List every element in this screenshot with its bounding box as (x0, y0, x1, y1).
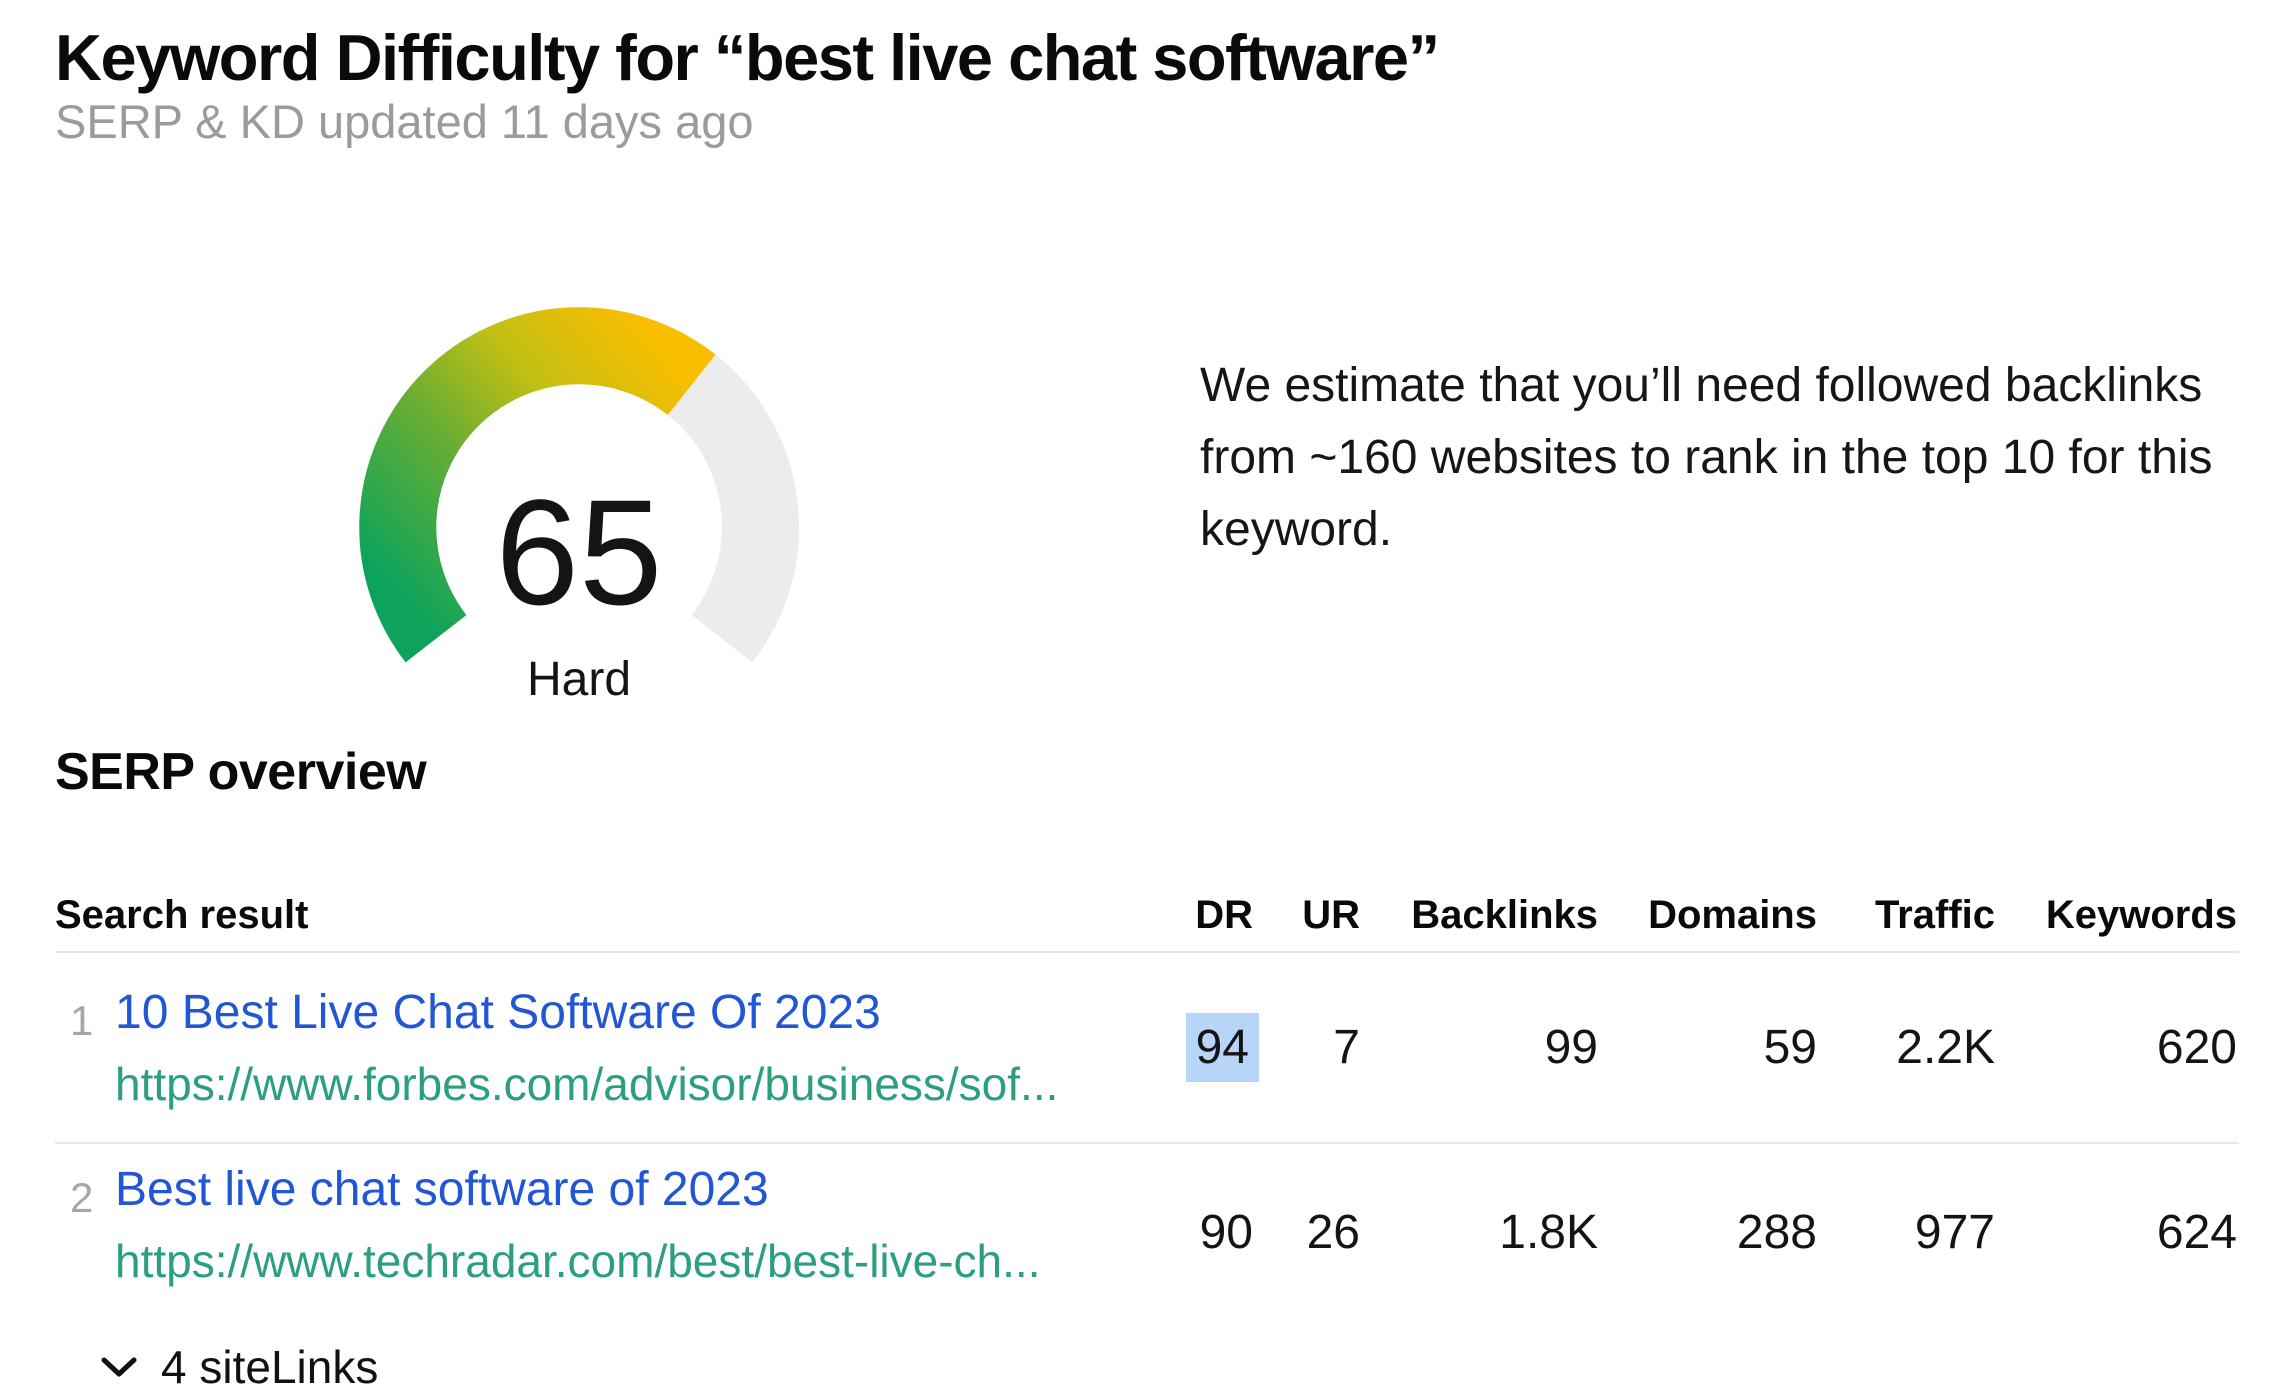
dr-value: 94 (1185, 1013, 1259, 1082)
keywords-value: 624 (2156, 1206, 2237, 1259)
col-header-ur: UR (1302, 893, 1360, 937)
sitelinks-label: 4 siteLinks (161, 1341, 379, 1393)
page-title: Keyword Difficulty for “best live chat s… (55, 21, 1440, 94)
sitelinks-toggle[interactable]: 4 siteLinks (97, 1338, 378, 1396)
backlinks-value: 1.8K (1499, 1206, 1598, 1259)
result-rank: 1 (70, 997, 94, 1044)
dr-value-highlight: 94 (1185, 1013, 1259, 1082)
update-status: SERP & KD updated 11 days ago (55, 95, 754, 148)
col-header-domains: Domains (1648, 893, 1817, 937)
result-url-link[interactable]: https://www.forbes.com/advisor/business/… (115, 1058, 1059, 1110)
ur-value: 26 (1306, 1206, 1360, 1259)
traffic-value: 977 (1914, 1206, 1995, 1259)
backlinks-estimate-text: We estimate that you’ll need followed ba… (1200, 359, 2213, 556)
result-rank: 2 (70, 1174, 94, 1221)
domains-value: 59 (1763, 1021, 1817, 1074)
col-header-traffic: Traffic (1874, 893, 1995, 937)
col-header-dr: DR (1195, 893, 1253, 937)
backlinks-value: 99 (1544, 1021, 1598, 1074)
domains-value: 288 (1736, 1206, 1817, 1259)
col-header-keywords: Keywords (2045, 893, 2237, 937)
result-title-link[interactable]: Best live chat software of 2023 (115, 1163, 769, 1216)
result-title-link[interactable]: 10 Best Live Chat Software Of 2023 (115, 986, 881, 1039)
serp-overview-heading: SERP overview (55, 743, 427, 801)
traffic-value: 2.2K (1896, 1021, 1995, 1074)
chevron-down-icon (101, 1357, 137, 1377)
divider (55, 1142, 2239, 1144)
col-header-backlinks: Backlinks (1411, 893, 1598, 937)
kd-difficulty-label: Hard (526, 653, 632, 706)
result-url-link[interactable]: https://www.techradar.com/best/best-live… (115, 1235, 1041, 1287)
kd-gauge-arc (359, 307, 799, 663)
kd-gauge: 65 Hard (359, 300, 799, 706)
dr-value: 90 (1199, 1206, 1253, 1259)
gauge-fill (359, 307, 716, 663)
divider (55, 951, 2239, 953)
ur-value: 7 (1333, 1021, 1360, 1074)
col-header-search-result: Search result (55, 893, 309, 937)
keywords-value: 620 (2156, 1021, 2237, 1074)
kd-score: 65 (495, 468, 663, 636)
